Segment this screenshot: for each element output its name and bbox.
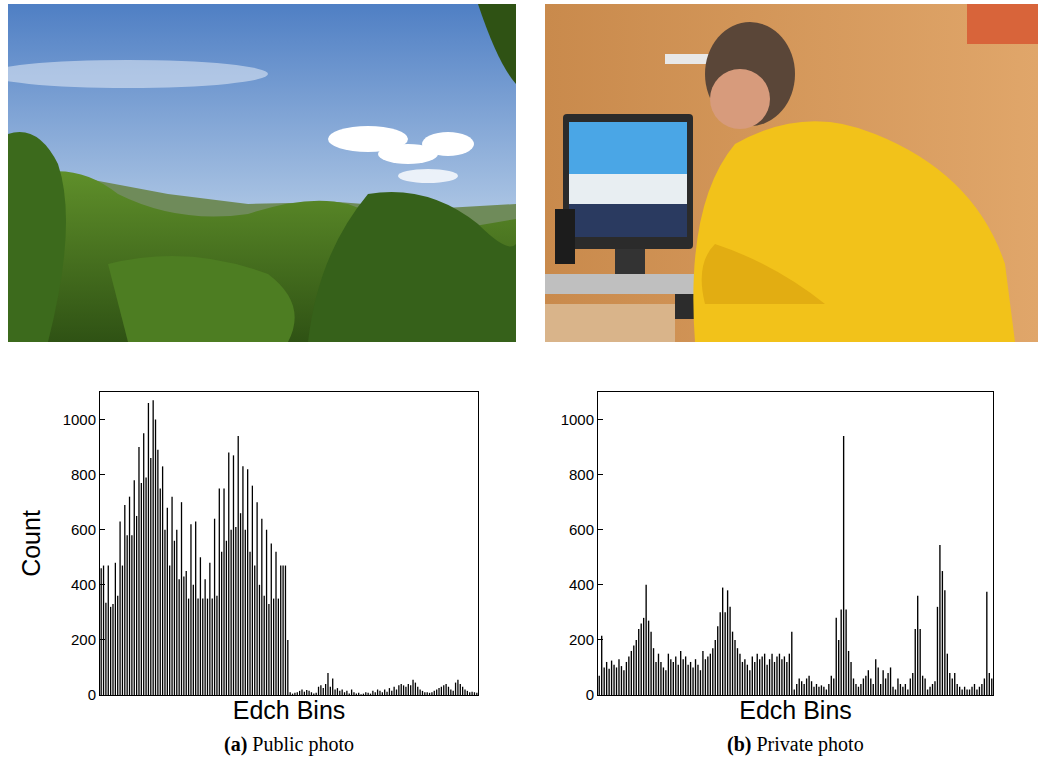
svg-text:400: 400 [569,576,594,593]
svg-text:Edch Bins: Edch Bins [739,696,852,724]
svg-text:0: 0 [88,686,96,703]
svg-text:800: 800 [71,466,96,483]
svg-text:400: 400 [71,576,96,593]
svg-text:600: 600 [569,521,594,538]
svg-text:1000: 1000 [63,411,96,428]
svg-text:(b) Private photo: (b) Private photo [727,733,864,756]
svg-text:800: 800 [569,466,594,483]
svg-text:Count: Count [17,510,45,577]
svg-text:200: 200 [569,631,594,648]
svg-text:600: 600 [71,521,96,538]
svg-text:0: 0 [586,686,594,703]
svg-text:(a) Public photo: (a) Public photo [224,733,354,756]
svg-text:200: 200 [71,631,96,648]
svg-text:1000: 1000 [561,411,594,428]
svg-text:Edch Bins: Edch Bins [233,696,346,724]
